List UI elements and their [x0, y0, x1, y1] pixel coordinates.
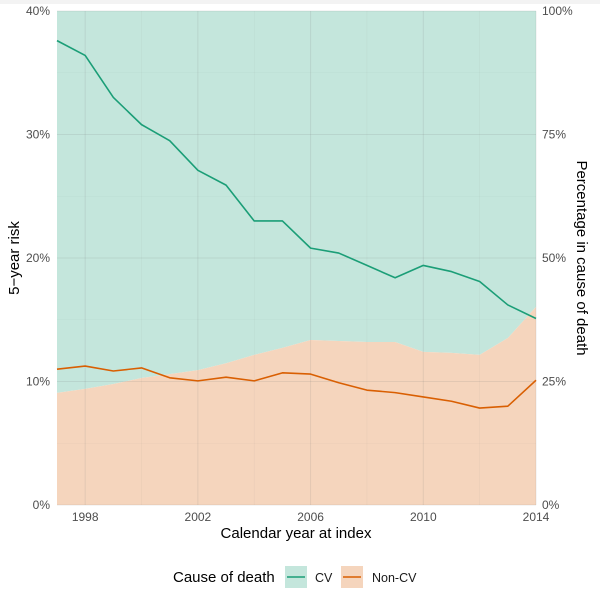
- y-tick-label: 20%: [26, 251, 50, 265]
- area-cv: [57, 11, 536, 393]
- line-cv: [56, 39, 537, 320]
- line-non-cv: [56, 365, 537, 409]
- x-tick-label: 2014: [523, 510, 550, 524]
- x-tick-label: 2006: [297, 510, 324, 524]
- y-right-tick-label: 0%: [542, 498, 560, 512]
- legend-label-non-cv: Non-CV: [372, 571, 417, 585]
- legend: Cause of death CV Non-CV: [173, 566, 417, 588]
- y-right-tick-label: 100%: [542, 4, 573, 18]
- top-bar: [0, 0, 600, 4]
- y-axis-right-title: Percentage in cause of death: [573, 160, 590, 355]
- y-axis-title: 5−year risk: [6, 221, 23, 295]
- y-right-tick-label: 50%: [542, 251, 566, 265]
- area-layer: [57, 11, 536, 505]
- y-right-tick-label: 75%: [542, 128, 566, 142]
- grid-layer: [57, 10, 537, 506]
- y-tick-label: 0%: [33, 498, 51, 512]
- legend-title: Cause of death: [173, 569, 275, 586]
- x-tick-label: 2002: [185, 510, 212, 524]
- area-non-cv: [57, 306, 536, 505]
- y-tick-label: 40%: [26, 4, 50, 18]
- y-tick-label: 30%: [26, 128, 50, 142]
- legend-entry-non-cv: Non-CV: [341, 566, 417, 588]
- y-tick-label: 10%: [26, 375, 50, 389]
- x-tick-label: 2010: [410, 510, 437, 524]
- legend-entry-cv: CV: [285, 566, 333, 588]
- x-tick-label: 1998: [72, 510, 99, 524]
- axis-layer: 0% 10% 20% 30% 40% 0% 25% 50% 75% 100% 1998 2002 200…: [26, 4, 573, 524]
- y-right-tick-label: 25%: [542, 375, 566, 389]
- x-axis-title: Calendar year at index: [221, 525, 372, 542]
- line-layer: [56, 39, 537, 409]
- legend-label-cv: CV: [315, 571, 333, 585]
